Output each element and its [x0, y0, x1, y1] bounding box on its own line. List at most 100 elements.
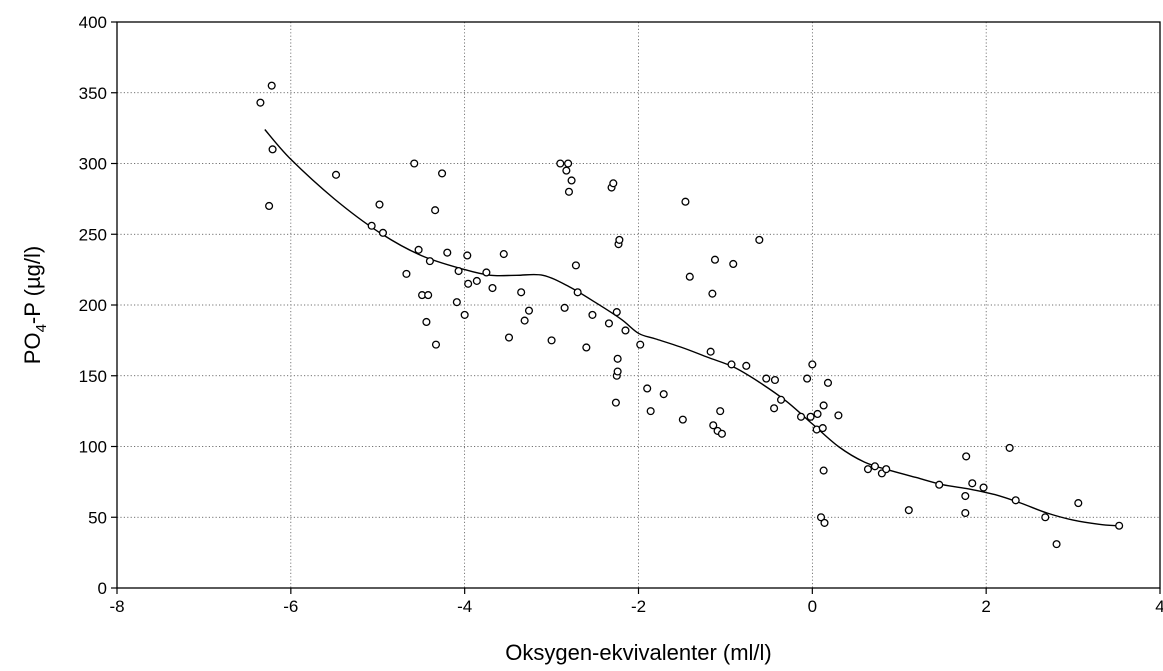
data-point — [567, 176, 576, 185]
data-point — [547, 336, 556, 345]
x-tick-label: 2 — [981, 597, 990, 616]
data-point — [402, 269, 411, 278]
data-point — [588, 310, 597, 319]
data-point — [613, 367, 622, 376]
data-point — [556, 159, 565, 168]
data-point — [562, 166, 571, 175]
data-point — [727, 360, 736, 369]
data-points — [256, 81, 1124, 549]
data-point — [823, 378, 833, 387]
data-point — [604, 319, 613, 328]
data-point — [564, 159, 573, 168]
data-point — [968, 479, 977, 488]
data-point — [806, 412, 815, 421]
data-point — [517, 288, 526, 297]
data-point — [1052, 540, 1061, 549]
x-tick-label: -6 — [283, 597, 298, 616]
data-point — [410, 159, 419, 168]
data-point — [643, 384, 652, 393]
data-point — [431, 340, 441, 349]
data-point — [818, 424, 827, 433]
data-point — [520, 316, 529, 325]
data-point — [834, 411, 843, 420]
data-point — [443, 248, 452, 257]
data-point — [267, 81, 276, 90]
data-point — [367, 221, 376, 230]
data-point — [268, 145, 277, 154]
data-point — [560, 303, 569, 312]
data-point — [582, 343, 591, 352]
data-point — [646, 407, 655, 416]
data-point — [816, 513, 826, 522]
data-point — [609, 179, 618, 188]
data-point — [488, 283, 497, 293]
data-point — [1115, 521, 1124, 530]
data-point — [979, 483, 988, 492]
data-point — [882, 465, 891, 474]
data-point — [504, 333, 514, 342]
data-point — [710, 255, 720, 264]
data-point — [729, 259, 738, 269]
data-point — [375, 200, 384, 209]
data-point — [1074, 499, 1083, 508]
data-point — [452, 298, 461, 307]
data-point — [709, 421, 718, 430]
data-point — [256, 98, 265, 107]
data-point — [431, 206, 440, 215]
data-point — [803, 374, 812, 383]
y-tick-label: 200 — [79, 296, 107, 315]
data-point — [1041, 513, 1050, 522]
y-tick-label: 50 — [88, 508, 107, 527]
data-point — [717, 429, 726, 438]
data-point — [464, 279, 473, 288]
data-point — [685, 272, 694, 281]
y-tick-label: 400 — [79, 13, 107, 32]
data-point — [819, 466, 828, 475]
data-point — [708, 289, 717, 298]
data-point — [935, 480, 944, 489]
data-point — [681, 197, 690, 206]
y-tick-label: 0 — [98, 579, 107, 598]
data-point — [796, 412, 806, 421]
data-point — [659, 390, 668, 399]
data-point — [463, 251, 472, 260]
axis-ticks: -8 -6 -4 -2 0 2 4 0 50 100 150 200 250 300 350 400 — [79, 13, 1163, 616]
data-point — [573, 288, 582, 297]
data-point — [808, 360, 817, 369]
data-point — [425, 257, 434, 266]
data-point — [454, 266, 463, 276]
data-point — [564, 187, 574, 196]
fit-line — [264, 129, 1117, 527]
y-tick-label: 300 — [79, 155, 107, 174]
data-point — [414, 245, 423, 254]
fit-line-group — [264, 129, 1117, 527]
x-axis-title: Oksygen-ekvivalenter (ml/l) — [505, 640, 772, 665]
data-point — [1005, 443, 1014, 452]
data-point — [678, 415, 687, 424]
data-point — [813, 409, 822, 419]
y-axis-title-unit: -P (µg/l) — [20, 246, 45, 324]
x-tick-label: -4 — [457, 597, 472, 616]
data-point — [472, 276, 481, 285]
data-point — [612, 308, 621, 317]
data-point — [482, 268, 491, 277]
data-point — [755, 235, 764, 244]
x-tick-label: 4 — [1155, 597, 1163, 616]
data-point — [424, 291, 433, 300]
data-point — [499, 250, 508, 259]
data-point — [611, 398, 620, 407]
data-point — [961, 491, 970, 501]
data-point — [1011, 496, 1020, 505]
data-point — [742, 361, 751, 370]
data-point — [706, 347, 715, 356]
data-point — [613, 354, 622, 363]
y-tick-label: 350 — [79, 84, 107, 103]
x-tick-label: -2 — [631, 597, 646, 616]
y-axis-title: PO4-P (µg/l) — [20, 246, 50, 364]
data-point — [770, 375, 780, 385]
data-point — [621, 326, 630, 335]
data-point — [636, 340, 645, 349]
data-point — [863, 465, 873, 474]
data-point — [265, 201, 274, 211]
